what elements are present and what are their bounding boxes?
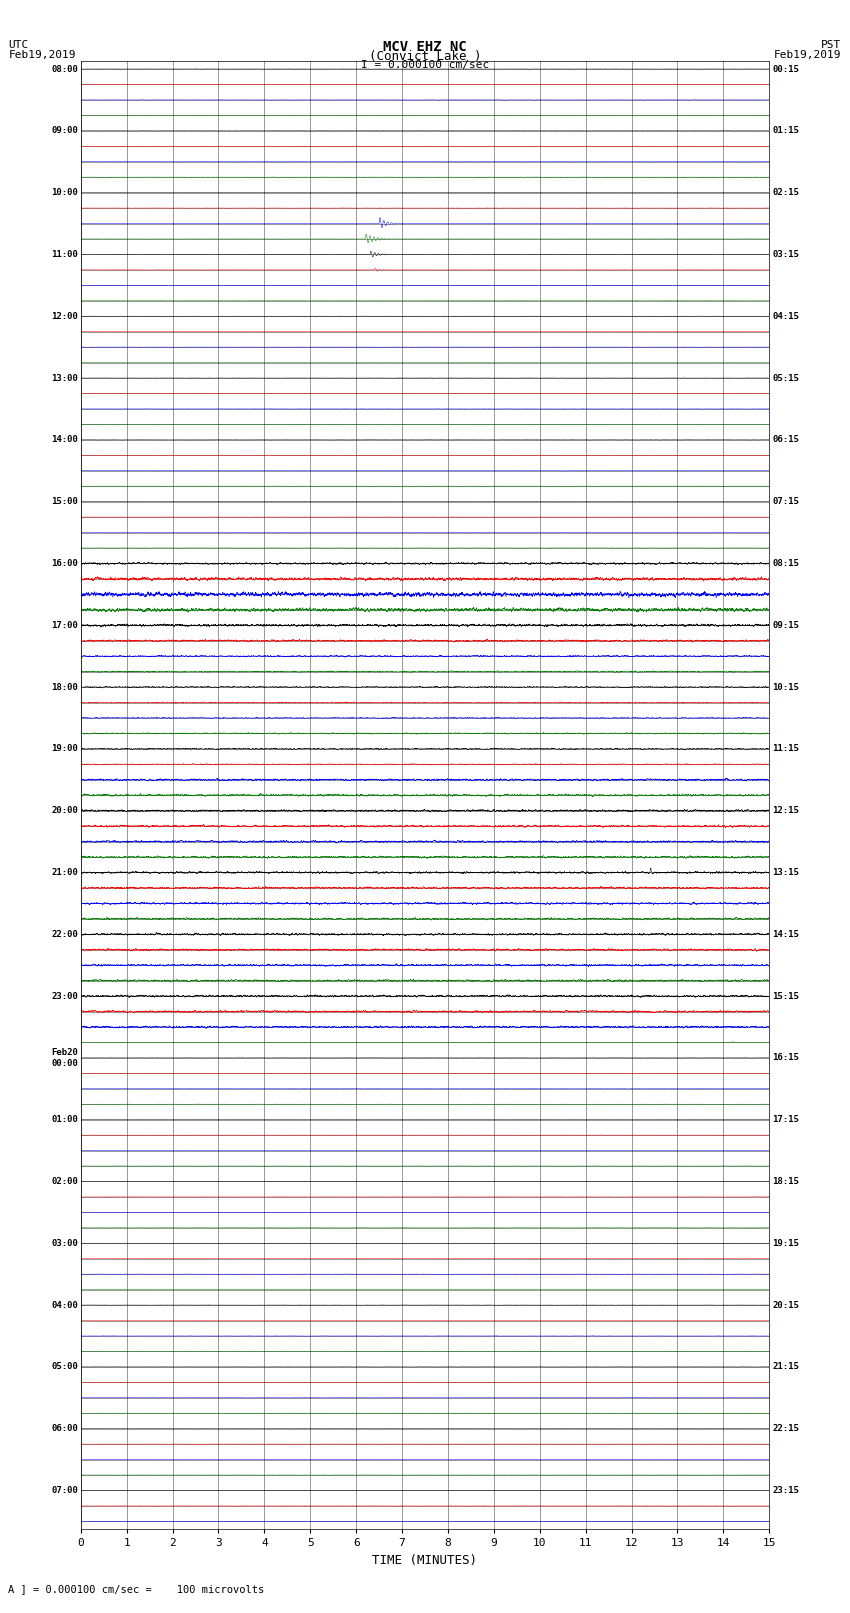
Text: 03:00: 03:00 xyxy=(51,1239,78,1248)
Text: 10:00: 10:00 xyxy=(51,189,78,197)
Text: Feb19,2019: Feb19,2019 xyxy=(8,50,76,60)
Text: MCV EHZ NC: MCV EHZ NC xyxy=(383,40,467,55)
Text: 20:00: 20:00 xyxy=(51,806,78,815)
Text: 11:00: 11:00 xyxy=(51,250,78,260)
Text: 10:15: 10:15 xyxy=(772,682,799,692)
Text: 02:00: 02:00 xyxy=(51,1177,78,1186)
Text: (Convict Lake ): (Convict Lake ) xyxy=(369,50,481,63)
Text: 05:15: 05:15 xyxy=(772,374,799,382)
Text: 04:15: 04:15 xyxy=(772,311,799,321)
Text: 04:00: 04:00 xyxy=(51,1300,78,1310)
Text: 08:00: 08:00 xyxy=(51,65,78,74)
Text: 07:00: 07:00 xyxy=(51,1486,78,1495)
X-axis label: TIME (MINUTES): TIME (MINUTES) xyxy=(372,1553,478,1566)
Text: 19:15: 19:15 xyxy=(772,1239,799,1248)
Text: 00:15: 00:15 xyxy=(772,65,799,74)
Text: UTC: UTC xyxy=(8,40,29,50)
Text: I = 0.000100 cm/sec: I = 0.000100 cm/sec xyxy=(361,60,489,69)
Text: 01:15: 01:15 xyxy=(772,126,799,135)
Text: 08:15: 08:15 xyxy=(772,560,799,568)
Text: 23:15: 23:15 xyxy=(772,1486,799,1495)
Text: 20:15: 20:15 xyxy=(772,1300,799,1310)
Text: 23:00: 23:00 xyxy=(51,992,78,1000)
Text: 01:00: 01:00 xyxy=(51,1115,78,1124)
Text: PST: PST xyxy=(821,40,842,50)
Text: 19:00: 19:00 xyxy=(51,744,78,753)
Text: 21:15: 21:15 xyxy=(772,1363,799,1371)
Text: 16:15: 16:15 xyxy=(772,1053,799,1063)
Text: Feb19,2019: Feb19,2019 xyxy=(774,50,842,60)
Text: 15:15: 15:15 xyxy=(772,992,799,1000)
Text: 17:15: 17:15 xyxy=(772,1115,799,1124)
Text: 13:00: 13:00 xyxy=(51,374,78,382)
Text: 06:15: 06:15 xyxy=(772,436,799,444)
Text: 07:15: 07:15 xyxy=(772,497,799,506)
Text: 22:15: 22:15 xyxy=(772,1424,799,1434)
Text: 22:00: 22:00 xyxy=(51,929,78,939)
Text: 17:00: 17:00 xyxy=(51,621,78,629)
Text: 09:00: 09:00 xyxy=(51,126,78,135)
Text: 05:00: 05:00 xyxy=(51,1363,78,1371)
Text: 12:15: 12:15 xyxy=(772,806,799,815)
Text: 16:00: 16:00 xyxy=(51,560,78,568)
Text: 06:00: 06:00 xyxy=(51,1424,78,1434)
Text: 14:15: 14:15 xyxy=(772,929,799,939)
Text: Feb20
00:00: Feb20 00:00 xyxy=(51,1048,78,1068)
Text: 18:15: 18:15 xyxy=(772,1177,799,1186)
Text: 13:15: 13:15 xyxy=(772,868,799,877)
Text: 14:00: 14:00 xyxy=(51,436,78,444)
Text: 11:15: 11:15 xyxy=(772,744,799,753)
Text: 15:00: 15:00 xyxy=(51,497,78,506)
Text: A ] = 0.000100 cm/sec =    100 microvolts: A ] = 0.000100 cm/sec = 100 microvolts xyxy=(8,1584,264,1594)
Text: 18:00: 18:00 xyxy=(51,682,78,692)
Text: 09:15: 09:15 xyxy=(772,621,799,629)
Text: 21:00: 21:00 xyxy=(51,868,78,877)
Text: 12:00: 12:00 xyxy=(51,311,78,321)
Text: 03:15: 03:15 xyxy=(772,250,799,260)
Text: 02:15: 02:15 xyxy=(772,189,799,197)
